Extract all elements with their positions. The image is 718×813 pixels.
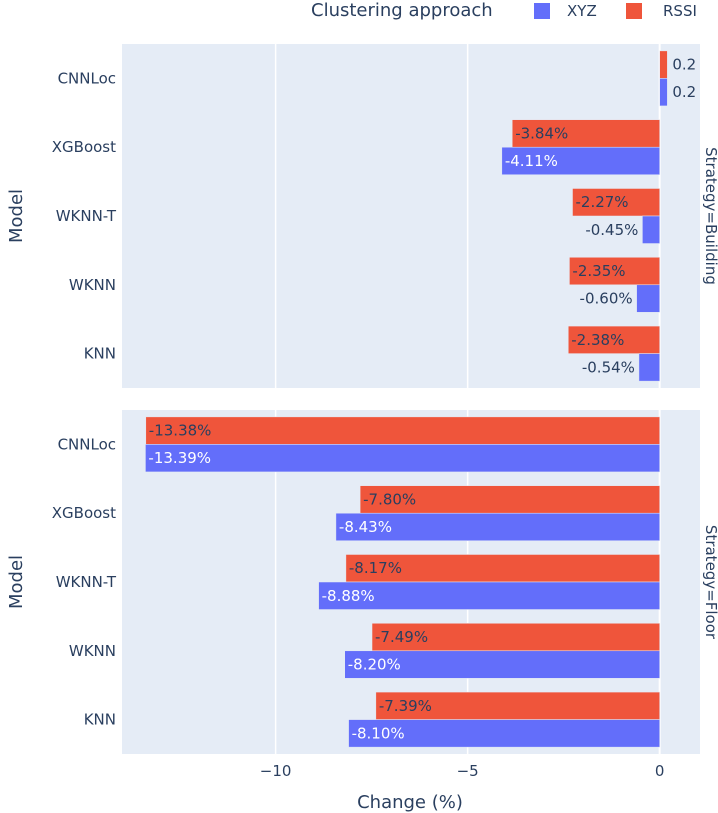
data-label: -2.35% [572,262,625,280]
bar-xyz [659,78,668,107]
data-label: -8.88% [322,587,375,605]
data-label: -7.39% [379,697,432,715]
bar-rssi [568,325,660,354]
data-label: -2.38% [571,331,624,349]
bars: 0.2 0.2 -3.84% -4.11% -2.27% -0.45% -2.35% -0.6… [501,50,696,382]
bar-xyz [501,146,660,175]
bar-xyz [344,650,660,679]
x-tick-label: −5 [457,762,479,780]
y-tick-label: KNN [84,345,116,363]
bar-xyz [348,719,660,748]
bar-rssi [375,691,660,720]
data-label: -8.10% [352,724,405,742]
bar-rssi [572,188,660,217]
data-label: -13.39% [148,449,211,467]
data-label: -7.49% [375,628,428,646]
y-tick-label: WKNN-T [56,207,117,225]
data-label: -3.84% [515,124,568,142]
facet-label: Strategy=Floor [702,525,718,640]
bar-xyz [145,444,660,473]
data-label: -7.80% [363,490,416,508]
bar-xyz [318,581,660,610]
bar-rssi [659,50,668,79]
bars: -13.38% -13.39% -7.80% -8.43% -8.17% -8.88% -7… [145,416,660,748]
y-tick-label: WKNN [69,276,116,294]
x-tick-label: −10 [260,762,292,780]
y-tick-label: XGBoost [52,138,116,156]
data-label: -0.60% [580,290,633,308]
legend: Clustering approach XYZ RSSI [311,0,697,21]
y-tick-label: WKNN [69,642,116,660]
y-axis-title: Model [6,555,27,609]
bar-xyz [638,353,660,382]
bar-rssi [345,554,660,583]
data-label: -8.17% [349,559,402,577]
bar-rssi [569,257,660,286]
data-label: -8.20% [348,656,401,674]
data-label: -8.43% [339,518,392,536]
y-tick-labels: CNNLoc XGBoost WKNN-T WKNN KNN [52,69,117,362]
legend-label-xyz: XYZ [567,2,597,20]
x-axis-title: Change (%) [357,792,463,813]
y-tick-label: CNNLoc [58,69,116,87]
data-label: -0.45% [585,221,638,239]
y-tick-labels: CNNLoc XGBoost WKNN-T WKNN KNN [52,435,117,728]
facet-panel-building: 0.2 0.2 -3.84% -4.11% -2.27% -0.45% -2.35% -0.6… [6,44,718,388]
x-tick-label: 0 [655,762,665,780]
data-label: -0.54% [582,358,635,376]
bar-xyz [642,215,660,244]
data-label: -2.27% [575,193,628,211]
data-label: -4.11% [505,152,558,170]
bar-rssi [511,119,660,148]
data-label: 0.2 [672,56,696,74]
bar-xyz [335,512,660,541]
y-tick-label: CNNLoc [58,435,116,453]
facet-label: Strategy=Building [702,147,718,285]
bar-rssi [145,416,660,445]
legend-label-rssi: RSSI [663,2,697,20]
y-tick-label: WKNN-T [56,573,117,591]
legend-title: Clustering approach [311,0,493,21]
legend-swatch-rssi [626,3,642,19]
bar-rssi [359,485,660,514]
data-label: -13.38% [149,422,212,440]
legend-swatch-xyz [534,3,550,19]
data-label: 0.2 [672,83,696,101]
bar-xyz [636,284,660,313]
y-tick-label: XGBoost [52,504,116,522]
y-tick-label: KNN [84,711,116,729]
x-tick-labels: −10 −5 0 [260,762,665,780]
y-axis-title: Model [6,189,27,243]
facet-panel-floor: -13.38% -13.39% -7.80% -8.43% -8.17% -8.88% -7… [6,410,718,754]
